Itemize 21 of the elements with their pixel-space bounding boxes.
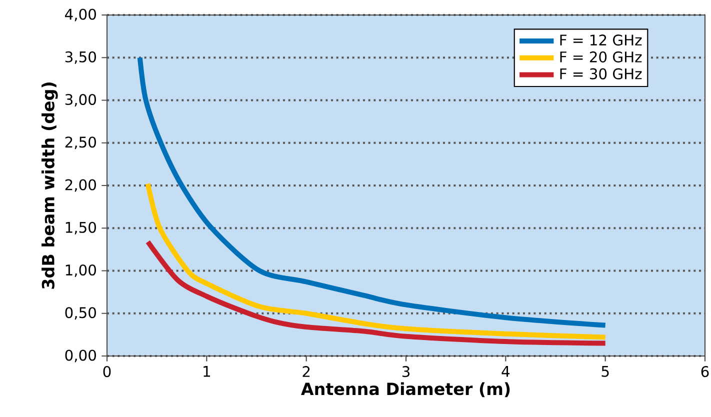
legend-label: F = 20 GHz xyxy=(560,51,642,62)
y-tick-label: 0,00 xyxy=(65,350,96,362)
x-tick-label: 6 xyxy=(701,366,709,378)
y-tick-label: 3,00 xyxy=(65,94,96,107)
x-tick-label: 0 xyxy=(103,366,111,378)
y-axis-title: 3dB beam width (deg) xyxy=(42,82,58,289)
y-tick-label: 1,00 xyxy=(66,264,96,278)
legend-label: F = 12 GHz xyxy=(560,34,642,46)
x-tick-label: 3 xyxy=(402,366,410,378)
x-tick-label: 4 xyxy=(502,366,510,377)
y-tick-label: 3,50 xyxy=(65,51,96,64)
x-tick-label: 1 xyxy=(204,366,210,377)
y-tick-label: 2,50 xyxy=(65,136,96,150)
y-tick-label: 0,50 xyxy=(65,307,96,320)
x-axis-title: Antenna Diameter (m) xyxy=(301,382,510,398)
y-tick-label: 4,00 xyxy=(65,8,96,22)
y-tick-label: 2,00 xyxy=(65,179,96,192)
y-tick-label: 1,50 xyxy=(66,222,96,234)
x-tick-label: 2 xyxy=(302,366,310,377)
x-tick-label: 5 xyxy=(602,366,609,377)
legend-label: F = 30 GHz xyxy=(560,68,642,80)
